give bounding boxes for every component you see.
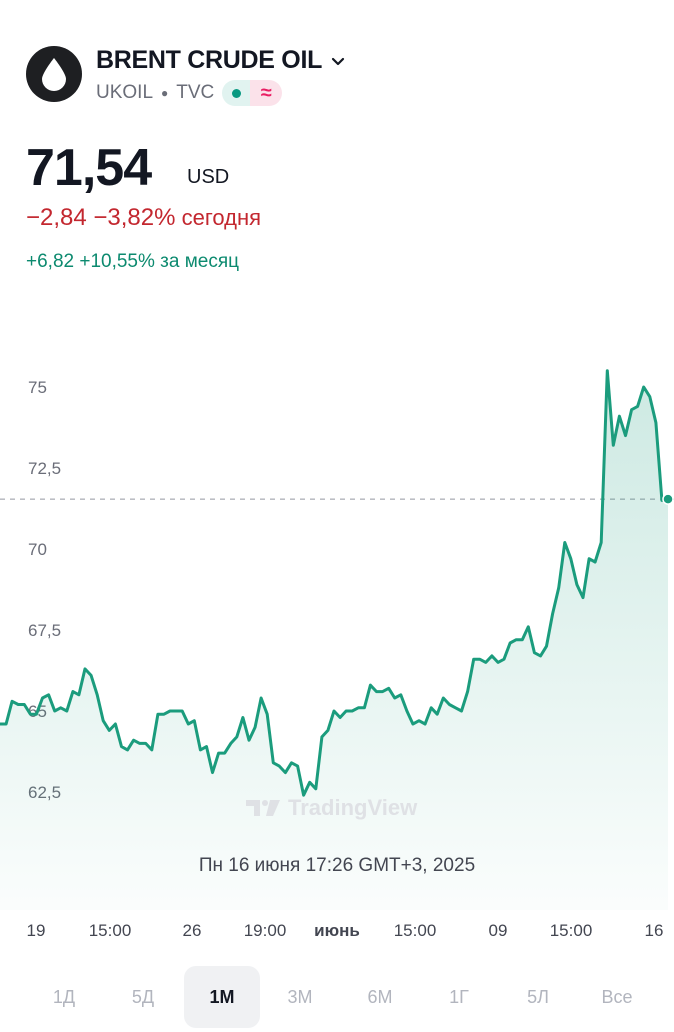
x-tick-label: июнь [314, 921, 360, 940]
timeframe-tab[interactable]: 1Г [449, 986, 469, 1007]
crosshair-date: Пн 16 июня 17:26 GMT+3, 2025 [198, 855, 476, 876]
daily-change-value: −2,84 −3,82% [26, 204, 176, 231]
y-tick-label: 70 [28, 540, 47, 559]
oil-drop-icon [42, 58, 66, 91]
market-open-icon [222, 80, 251, 106]
exchange: TVC [176, 82, 215, 103]
last-price-point [662, 493, 674, 505]
x-tick-label: 15:00 [393, 921, 437, 940]
symbol-subtitle: UKOIL ● TVC ≈ [96, 80, 283, 106]
y-tick-label: 72,5 [28, 459, 61, 478]
daily-change-label: сегодня [181, 205, 262, 230]
watermark-text: TradingView [288, 795, 418, 820]
timeframe-tabs: 1Д 5Д 1М 3М 6М 1Г 5Л Все [0, 966, 674, 1028]
x-tick-label: 26 [182, 921, 202, 940]
timeframe-tab[interactable]: 1Д [52, 986, 76, 1007]
timeframe-tab[interactable]: 6М [367, 986, 393, 1007]
x-tick-label: 19 [26, 921, 46, 940]
ticker: UKOIL [96, 82, 154, 103]
separator-dot: ● [161, 86, 169, 100]
symbol-selector[interactable]: BRENT CRUDE OIL [96, 46, 346, 75]
status-badge[interactable]: ≈ [222, 80, 283, 106]
timeframe-tab[interactable]: 5Д [131, 986, 155, 1007]
y-tick-label: 75 [28, 378, 47, 397]
x-axis: 19 15:00 26 19:00 июнь 15:00 09 15:00 16 [0, 921, 674, 945]
chevron-down-icon [331, 57, 345, 65]
timeframe-tab[interactable]: Все [601, 986, 633, 1007]
approx-icon: ≈ [250, 80, 283, 106]
tradingview-watermark: TradingView [246, 795, 417, 821]
symbol-title: BRENT CRUDE OIL [96, 46, 323, 74]
monthly-change: +6,82 +10,55% за месяц [26, 251, 240, 272]
timeframe-tab[interactable]: 5Л [527, 986, 549, 1007]
tradingview-logo-icon [246, 800, 280, 816]
price-line [0, 369, 670, 797]
currency-label: USD [187, 166, 230, 188]
x-tick-label: 19:00 [243, 921, 287, 940]
y-tick-label: 67,5 [28, 621, 61, 640]
x-tick-label: 15:00 [549, 921, 593, 940]
timeframe-tab[interactable]: 1М [184, 966, 260, 1028]
brent-oil-logo [26, 46, 82, 102]
x-tick-label: 16 [644, 921, 664, 940]
price-area [0, 370, 668, 910]
x-tick-label: 15:00 [88, 921, 132, 940]
daily-change: −2,84 −3,82% сегодня [26, 204, 261, 232]
timeframe-tab[interactable]: 3М [287, 986, 313, 1007]
last-price: 71,54 [26, 139, 152, 197]
x-tick-label: 09 [488, 921, 508, 940]
